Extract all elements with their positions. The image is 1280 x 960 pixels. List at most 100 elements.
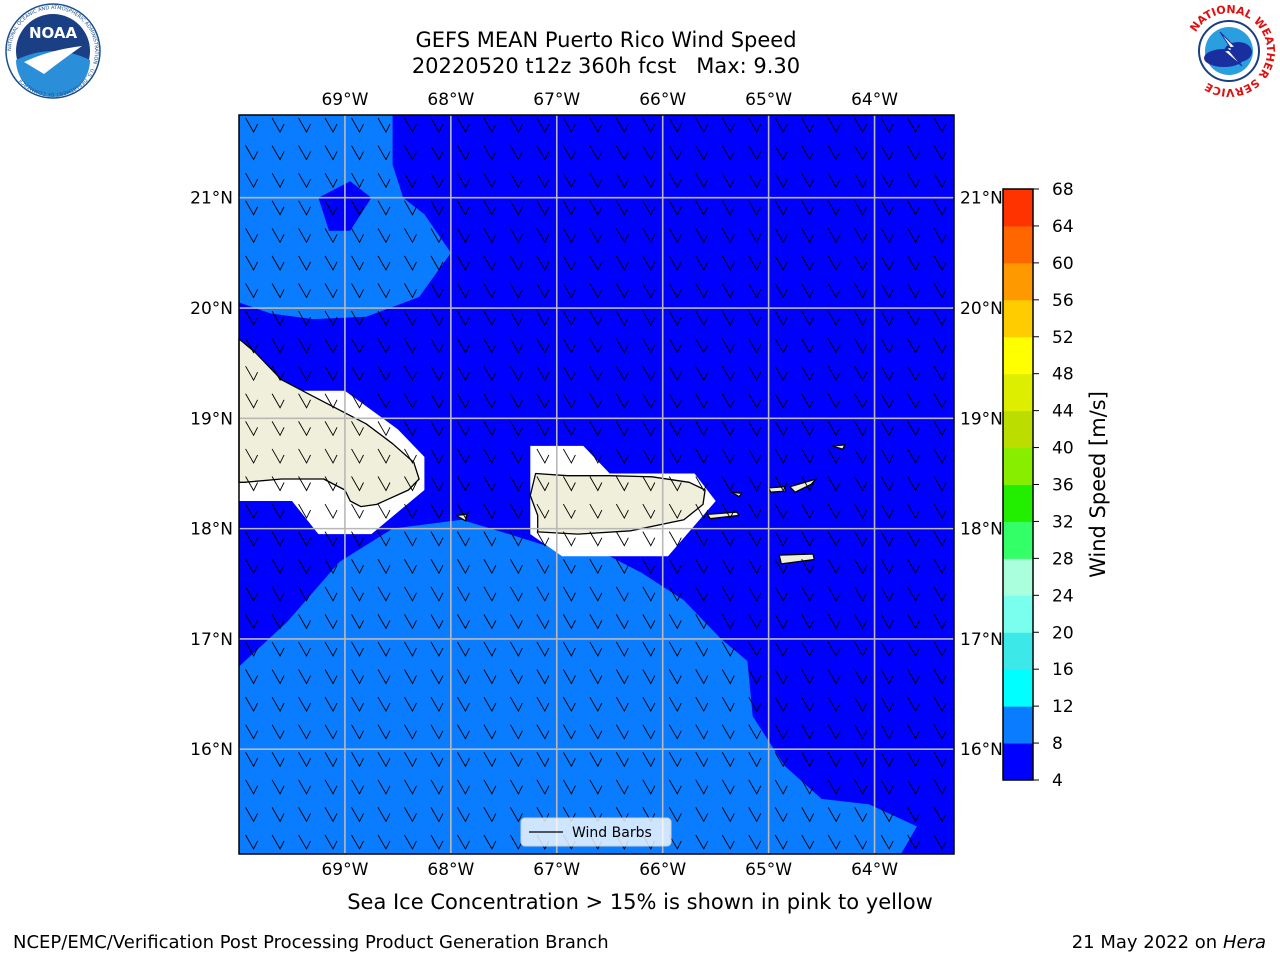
wind-barb-260 (695, 365, 709, 382)
wind-barb-490 (351, 614, 364, 630)
wind-barb-382 (351, 503, 364, 520)
x-tick-top: 65°W (745, 90, 792, 110)
wind-barb-222 (404, 338, 417, 354)
wind-barb-160 (907, 255, 921, 271)
wind-barb-359 (457, 476, 470, 492)
wind-barb-238 (827, 338, 841, 354)
wind-barb-199 (510, 310, 523, 327)
wind-barb-599 (377, 724, 391, 740)
wind-barb-417 (562, 531, 576, 547)
wind-barb-405 (245, 531, 258, 547)
wind-barb-283 (589, 393, 603, 409)
legend-box (520, 817, 672, 847)
wind-barb-289 (748, 393, 762, 409)
wind-barb-697 (827, 807, 841, 823)
wind-barb-115 (430, 228, 444, 244)
x-tick-bottom: 66°W (639, 860, 686, 880)
wind-barb-695 (774, 807, 788, 823)
wind-barb-645 (880, 752, 894, 768)
wind-barb-568 (271, 696, 285, 713)
wind-barb-464 (377, 586, 391, 602)
wind-barb-150 (642, 255, 656, 271)
wind-barb-423 (721, 531, 735, 547)
colorbar-bin-4 (1003, 743, 1033, 781)
wind-barb-279 (483, 393, 497, 409)
wind-barb-583 (668, 696, 682, 713)
wind-barb-699 (880, 807, 894, 823)
wind-barb-623 (298, 752, 311, 768)
wind-barb-47 (774, 145, 788, 161)
wind-barb-94 (589, 200, 603, 216)
wind-barb-661 (589, 779, 603, 795)
wind-barb-146 (536, 255, 550, 271)
wind-barb-270 (245, 393, 258, 409)
wind-barb-363 (562, 476, 576, 492)
wind-barb-631 (510, 752, 523, 768)
wind-barb-309 (562, 421, 576, 437)
wind-barb-429 (880, 531, 894, 547)
wind-barb-26 (933, 117, 947, 133)
wind-barb-492 (404, 614, 417, 630)
wind-barb-138 (324, 255, 338, 271)
wind-barb-360 (483, 476, 497, 492)
wind-barb-141 (404, 255, 417, 271)
wind-barb-220 (351, 338, 364, 354)
colorbar-tick-label: 4 (1052, 771, 1063, 791)
nws-logo: NATIONAL WEATHER SERVICE (1183, 3, 1277, 99)
wind-barb-401 (854, 503, 868, 520)
wind-barb-214 (907, 310, 921, 327)
wind-barb-352 (271, 476, 285, 492)
wind-barb-465 (404, 586, 417, 602)
wind-barb-24 (880, 117, 894, 133)
wind-barb-108 (245, 228, 258, 244)
wind-barb-319 (827, 421, 841, 437)
wind-barb-342 (721, 448, 735, 464)
x-tick-top: 69°W (321, 90, 368, 110)
wind-barb-593 (933, 696, 947, 713)
wind-barb-332 (457, 448, 470, 464)
wind-barb-371 (774, 476, 788, 492)
wind-barb-123 (642, 228, 656, 244)
wind-barb-333 (483, 448, 497, 464)
wind-barb-512 (933, 614, 947, 630)
wind-barb-523 (510, 641, 523, 657)
colorbar-tick-label: 44 (1052, 402, 1074, 422)
wind-barb-680 (377, 807, 391, 823)
wind-barb-56 (298, 172, 311, 189)
wind-barb-544 (351, 669, 364, 685)
wind-barb-323 (933, 421, 947, 437)
wind-barb-707 (377, 834, 391, 850)
wind-barb-211 (827, 310, 841, 327)
wind-barb-88 (430, 200, 444, 216)
wind-barb-239 (854, 338, 868, 354)
land-culebra (730, 491, 743, 498)
wind-barb-461 (298, 586, 311, 602)
wind-barb-398 (774, 503, 788, 520)
wind-barb-394 (668, 503, 682, 520)
x-tick-top: 64°W (851, 90, 898, 110)
wind-barb-97 (668, 200, 682, 216)
wind-barb-603 (483, 724, 497, 740)
wind-barb-70 (668, 172, 682, 189)
wind-barb-119 (536, 228, 550, 244)
wind-barb-91 (510, 200, 523, 216)
wind-barb-581 (615, 696, 629, 713)
wind-barb-21 (801, 117, 815, 133)
wind-barb-542 (298, 669, 311, 685)
wind-barb-432 (245, 559, 258, 575)
wind-barb-89 (457, 200, 470, 216)
wind-barb-59 (377, 172, 391, 189)
y-tick-left: 17°N (190, 630, 233, 650)
wind-barb-572 (377, 696, 391, 713)
wind-barb-466 (430, 586, 444, 602)
wind-barb-594 (245, 724, 258, 740)
wind-barb-473 (615, 586, 629, 602)
wind-barb-50 (854, 145, 868, 161)
wind-barb-566 (933, 669, 947, 685)
wind-barb-411 (404, 531, 417, 547)
wind-barb-208 (748, 310, 762, 327)
wind-barb-130 (827, 228, 841, 244)
wind-barb-540 (245, 669, 258, 685)
wind-barb-420 (642, 531, 656, 547)
wind-barb-29 (298, 145, 311, 161)
